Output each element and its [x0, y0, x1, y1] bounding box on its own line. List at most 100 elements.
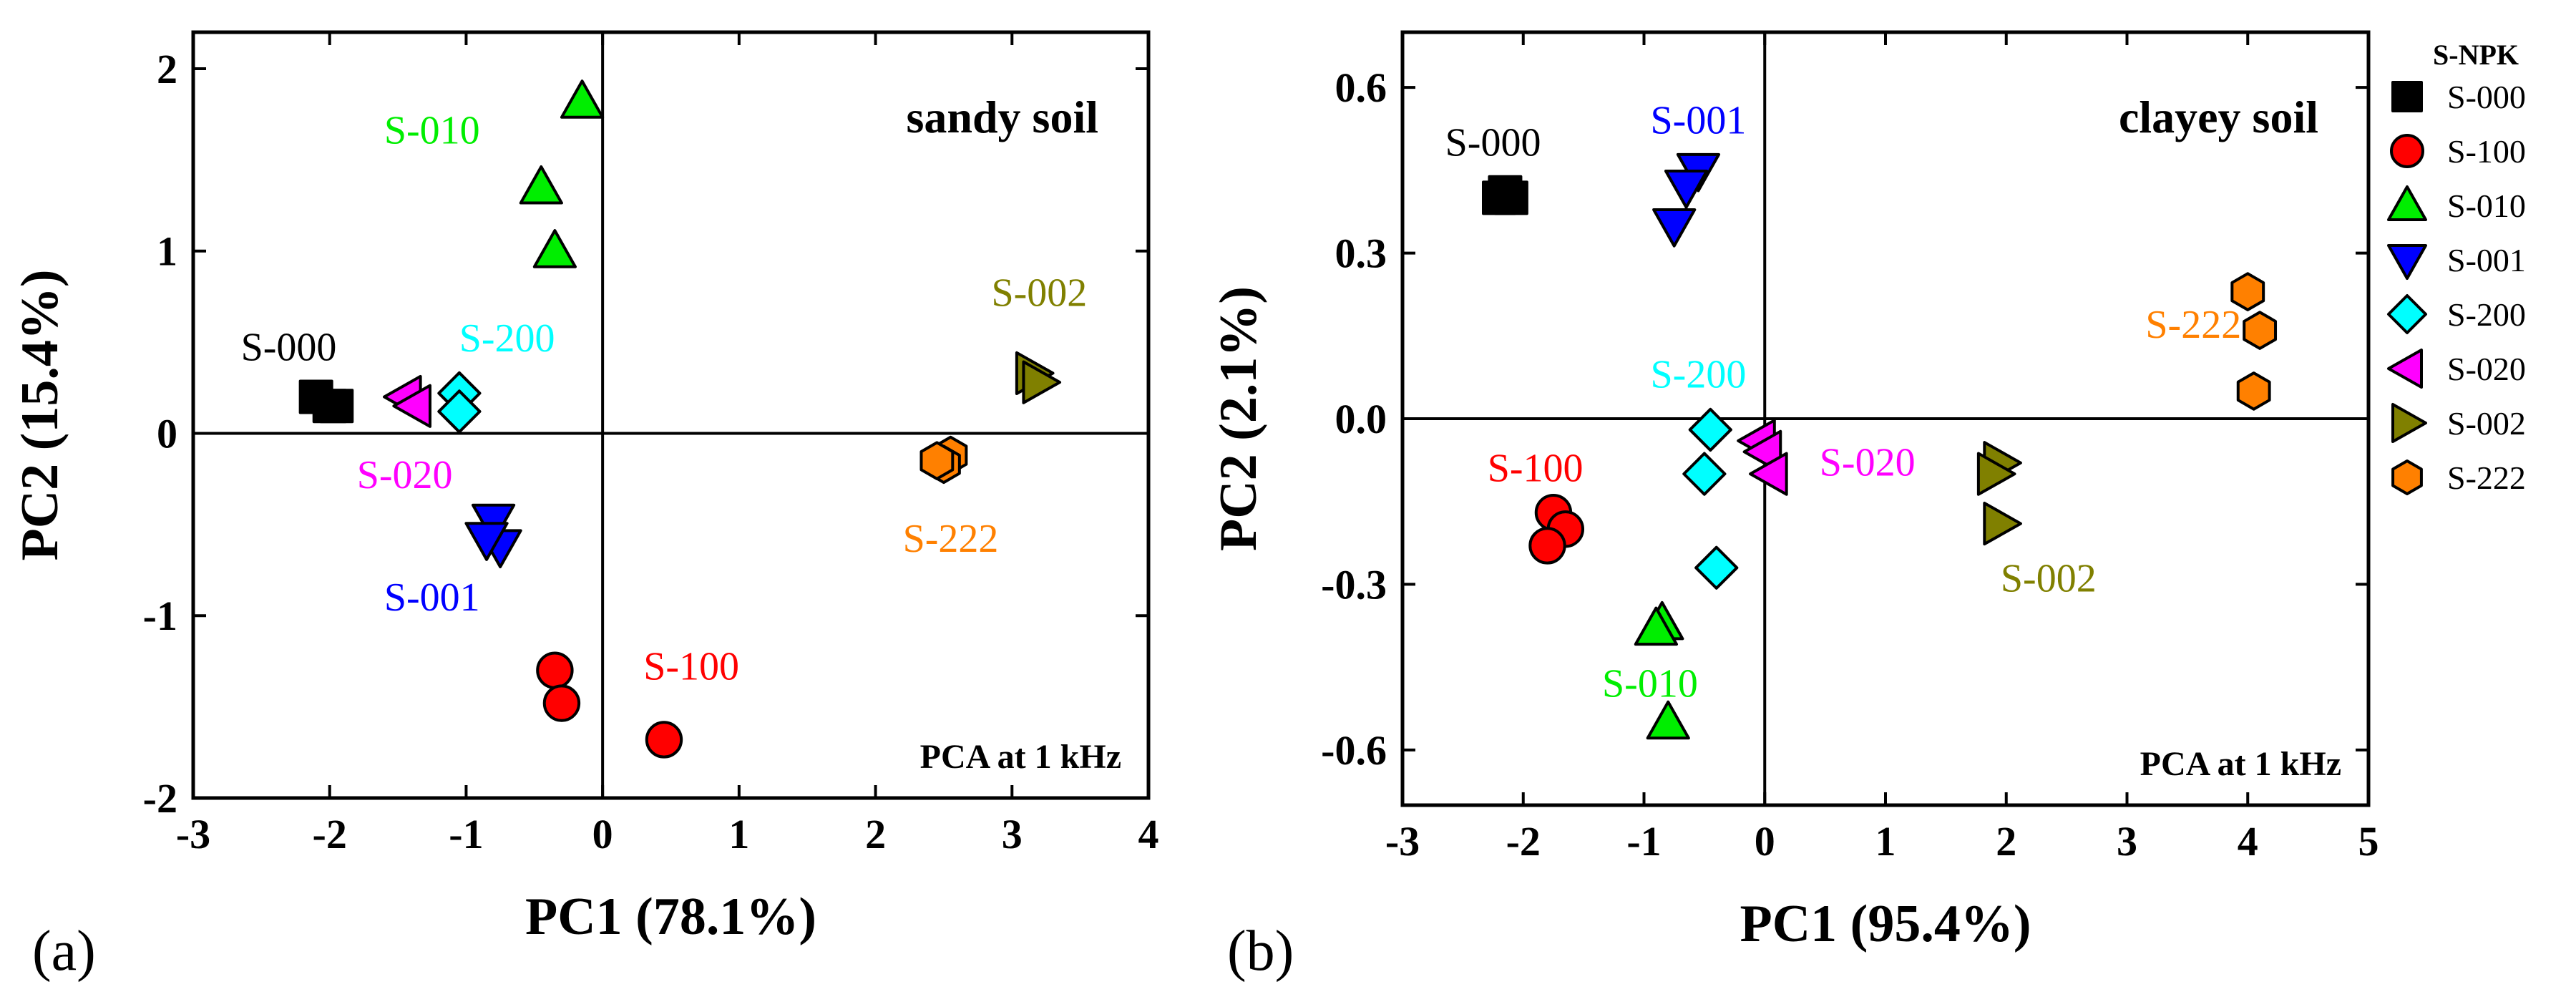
legend-item-s-001: S-001 [2387, 242, 2526, 280]
x-tick-label: 0 [592, 811, 613, 857]
x-tick-label: 5 [2358, 818, 2379, 865]
legend-item-s-020: S-020 [2387, 349, 2526, 389]
legend-label: S-200 [2447, 296, 2526, 333]
point-s-020 [392, 384, 431, 428]
legend-item-s-000: S-000 [2391, 79, 2526, 115]
panel-title: clayey soil [2119, 92, 2318, 142]
point-s-200 [1688, 407, 1732, 452]
y-axis-title: PC2 (2.1%) [1209, 286, 1268, 551]
group-label-s-100: S-100 [1488, 446, 1584, 490]
y-tick-label: -2 [143, 775, 177, 822]
y-tick-label: 0.3 [1335, 230, 1387, 277]
legend-marker-s-200 [2387, 294, 2427, 334]
group-label-s-000: S-000 [241, 326, 337, 370]
point-s-100 [645, 721, 683, 759]
legend-label: S-000 [2447, 79, 2526, 115]
point-s-002 [1983, 501, 2022, 546]
point-s-100 [536, 651, 574, 689]
group-label-s-020: S-020 [357, 453, 453, 497]
group-label-s-222: S-222 [903, 517, 999, 561]
point-s-222 [2230, 272, 2265, 311]
plot-frame [1400, 30, 2371, 807]
point-s-010 [1634, 606, 1678, 646]
x-tick-label: 1 [728, 811, 749, 857]
x-axis-title: PC1 (78.1%) [525, 887, 816, 946]
legend-label: S-002 [2447, 405, 2526, 442]
point-s-001 [1652, 208, 1697, 248]
point-s-010 [560, 79, 605, 119]
x-tick-label: 0 [1755, 818, 1775, 865]
group-label-s-222: S-222 [2145, 303, 2241, 347]
panel-title: sandy soil [906, 92, 1098, 142]
group-label-s-001: S-001 [384, 575, 480, 620]
y-tick-label: 0.6 [1335, 64, 1387, 111]
point-s-000 [1482, 180, 1516, 215]
y-tick-label: 2 [157, 46, 177, 92]
legend-item-s-200: S-200 [2387, 294, 2526, 334]
group-label-s-002: S-002 [2001, 557, 2097, 601]
x-tick-label: -3 [176, 811, 210, 857]
point-s-222 [2243, 311, 2278, 350]
legend-marker-s-000 [2391, 81, 2423, 112]
y-tick-label: -1 [143, 593, 177, 639]
x-tick-label: -1 [449, 811, 483, 857]
legend-title: S-NPK [2433, 39, 2519, 71]
group-label-s-020: S-020 [1820, 441, 1916, 485]
legend-item-s-002: S-002 [2391, 403, 2526, 443]
legend-marker-s-010 [2387, 185, 2427, 221]
point-s-010 [519, 165, 563, 205]
point-s-100 [542, 684, 581, 722]
pca-note: PCA at 1 kHz [2140, 745, 2341, 783]
point-s-200 [437, 389, 482, 434]
plot-frame [191, 30, 1151, 800]
legend-marker-s-222 [2391, 459, 2423, 495]
group-label-s-000: S-000 [1445, 120, 1541, 165]
group-label-s-002: S-002 [992, 271, 1088, 315]
x-tick-label: -2 [1506, 818, 1541, 865]
legend-label: S-222 [2447, 459, 2526, 496]
legend-marker-s-002 [2391, 403, 2427, 443]
x-axis-title: PC1 (95.4%) [1740, 895, 2031, 953]
point-s-002 [1022, 360, 1062, 404]
y-tick-label: -0.3 [1321, 561, 1387, 608]
x-tick-label: 3 [2117, 818, 2137, 865]
legend-label: S-100 [2447, 133, 2526, 170]
point-s-200 [1682, 452, 1727, 496]
y-tick-label: 0.0 [1335, 396, 1387, 442]
legend-marker-s-100 [2390, 134, 2424, 168]
y-tick-label: 0 [157, 410, 177, 457]
group-label-s-200: S-200 [1651, 352, 1747, 397]
x-tick-label: 2 [865, 811, 886, 857]
point-s-100 [1528, 527, 1566, 565]
point-s-001 [464, 522, 509, 561]
group-label-s-001: S-001 [1651, 98, 1747, 142]
y-tick-label: -0.6 [1321, 727, 1387, 774]
x-tick-label: 4 [2238, 818, 2258, 865]
point-s-020 [1749, 452, 1788, 496]
x-tick-label: 3 [1002, 811, 1023, 857]
point-s-010 [1646, 700, 1690, 740]
legend-label: S-010 [2447, 188, 2526, 224]
x-tick-label: -2 [313, 811, 347, 857]
legend-item-s-222: S-222 [2391, 459, 2526, 496]
x-tick-label: 4 [1138, 811, 1159, 857]
group-label-s-100: S-100 [643, 645, 739, 689]
point-s-200 [1694, 545, 1739, 590]
group-label-s-200: S-200 [459, 316, 555, 361]
panel-letter: (a) [32, 920, 96, 983]
point-s-000 [319, 389, 354, 424]
point-s-010 [532, 229, 577, 268]
pca-note: PCA at 1 kHz [920, 738, 1121, 776]
legend-item-s-100: S-100 [2390, 133, 2526, 170]
point-s-002 [1976, 452, 2016, 496]
group-label-s-010: S-010 [1602, 661, 1698, 706]
y-tick-label: 1 [157, 228, 177, 275]
legend-item-s-010: S-010 [2387, 185, 2526, 224]
legend-marker-s-020 [2387, 349, 2423, 389]
x-tick-label: -1 [1626, 818, 1661, 865]
group-label-s-010: S-010 [384, 109, 480, 153]
point-s-001 [1664, 170, 1709, 209]
legend-label: S-020 [2447, 351, 2526, 387]
legend-label: S-001 [2447, 242, 2526, 278]
